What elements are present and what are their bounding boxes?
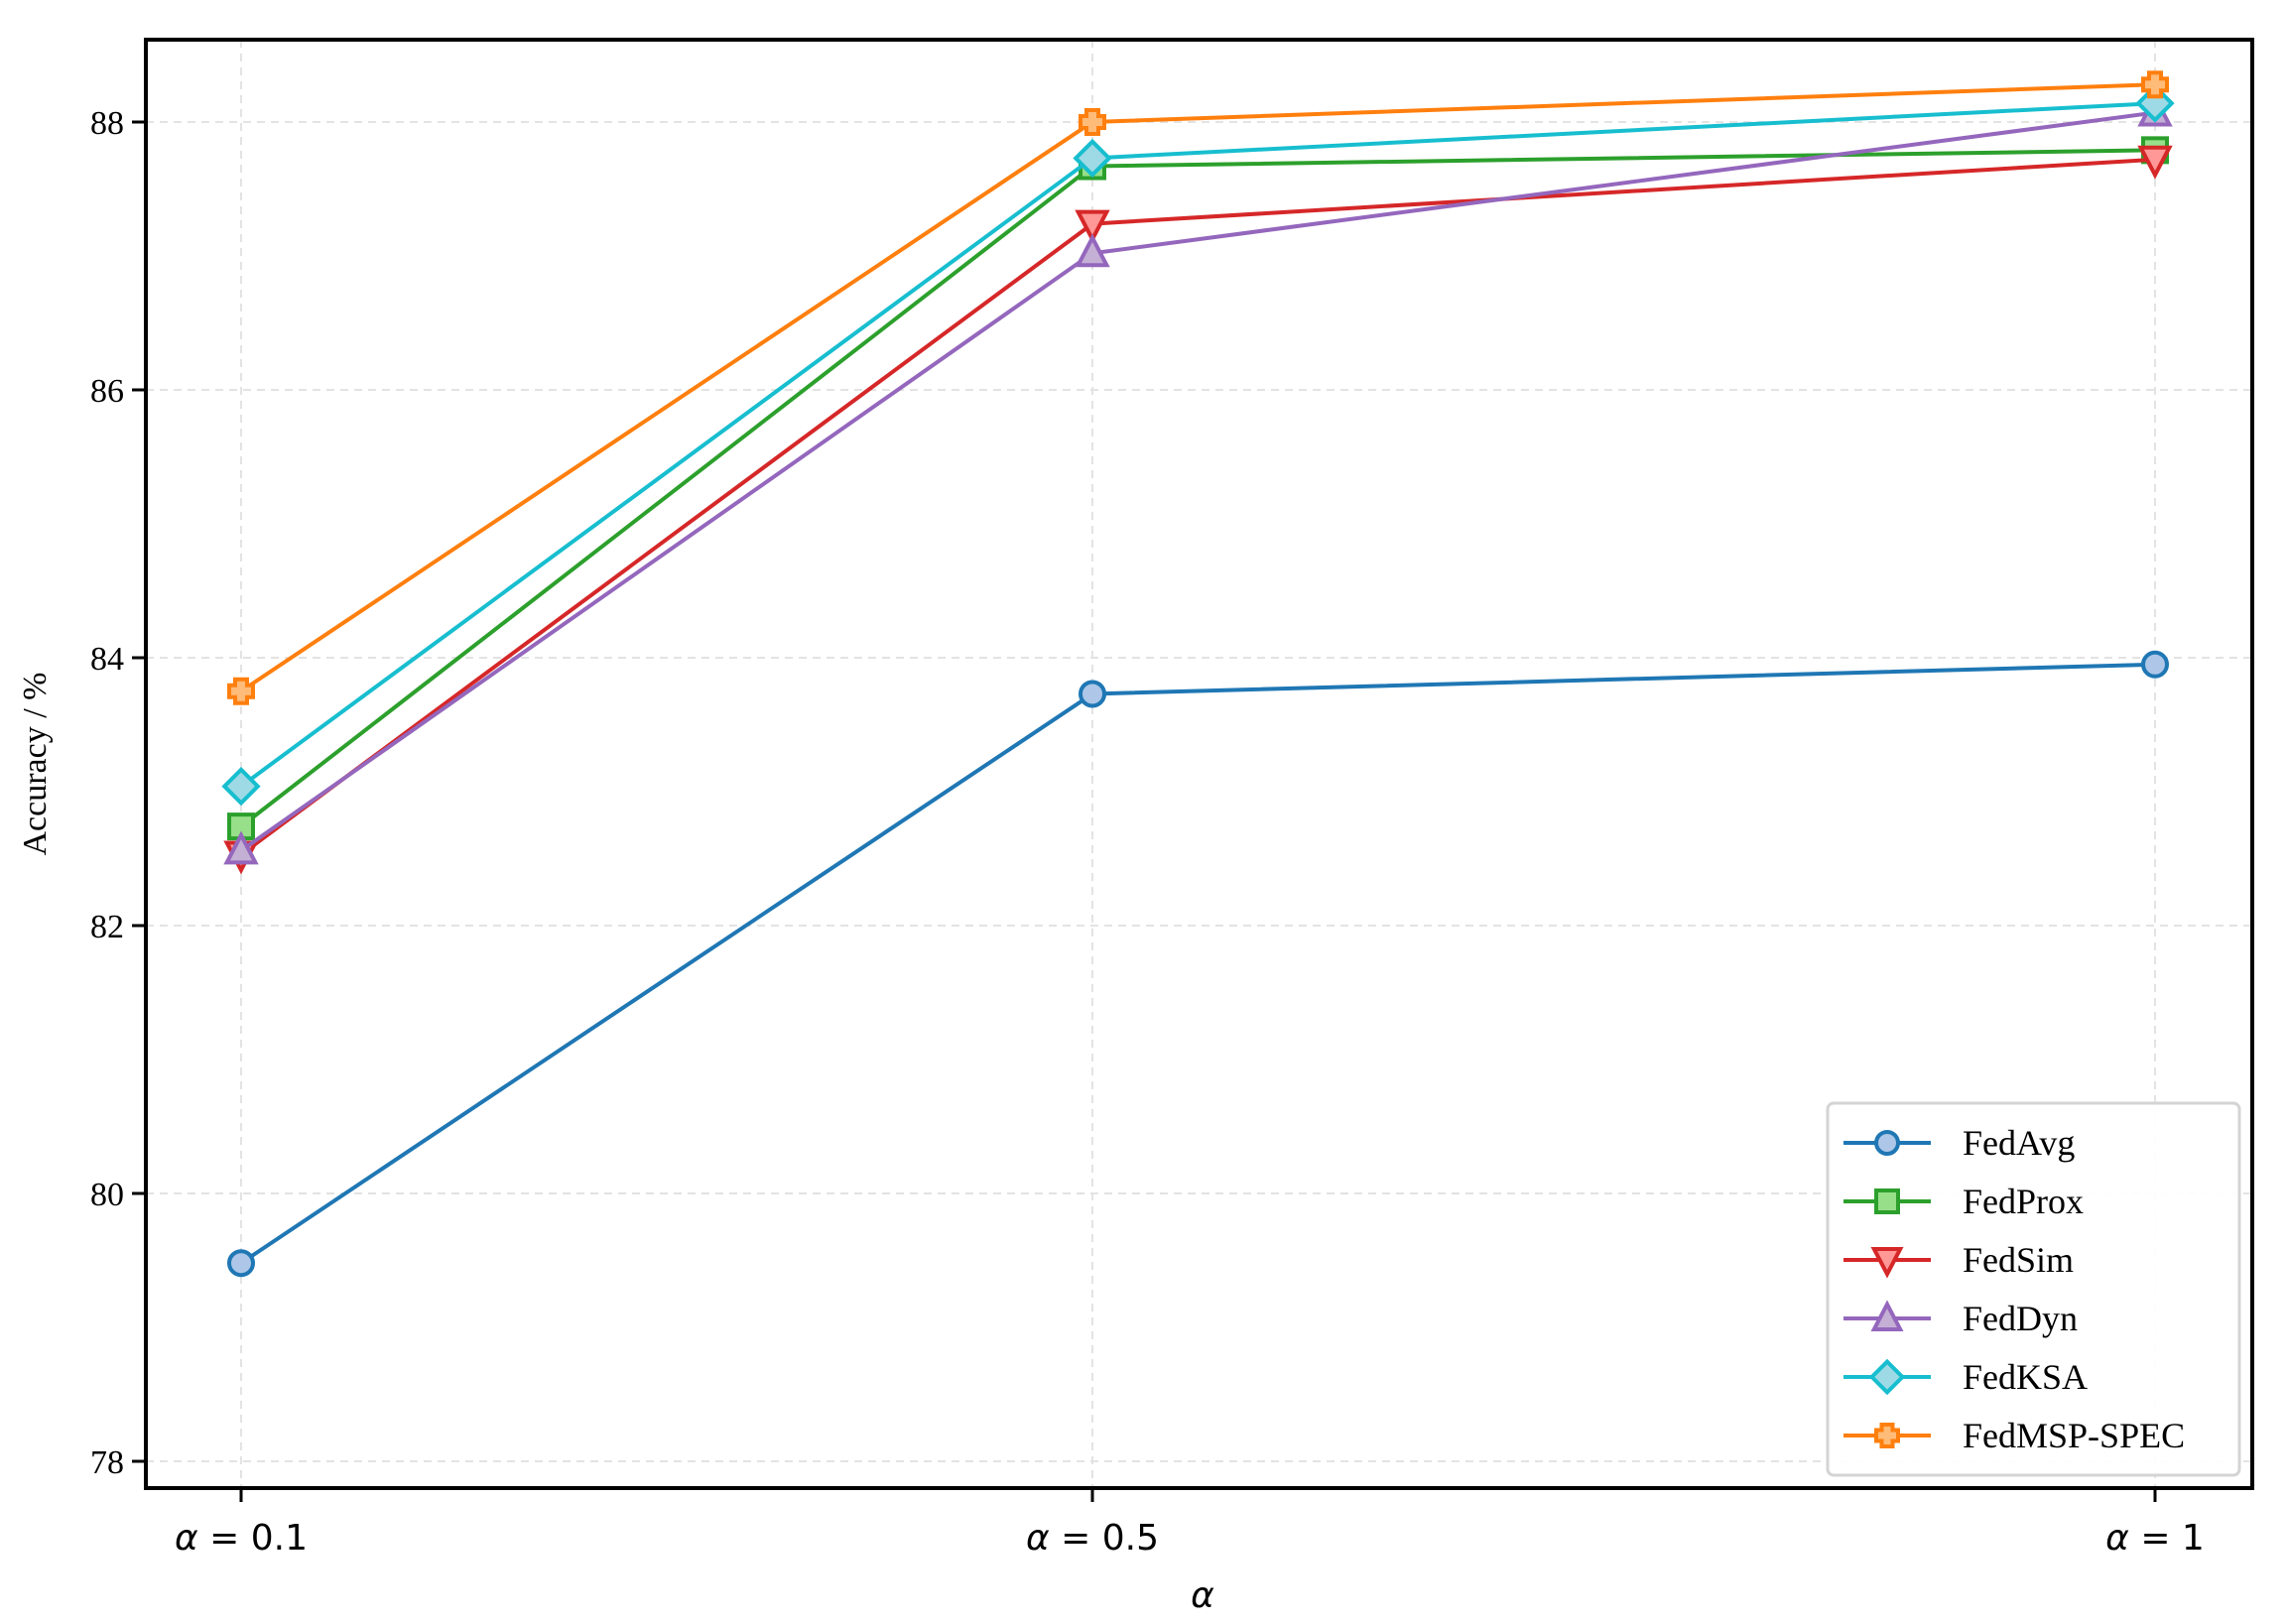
series-line (239, 101, 2156, 789)
circle-marker-icon (1874, 1130, 1900, 1156)
triangle-up-marker-icon (1870, 1300, 1904, 1331)
y-tick-label: 82 (90, 909, 124, 945)
circle-marker-icon (227, 1249, 255, 1278)
diamond-marker-icon (1073, 138, 1112, 179)
plus-marker-icon (1079, 108, 1106, 136)
legend-box (1826, 1101, 2241, 1477)
diamond-marker-icon (221, 766, 261, 807)
plus-marker-icon (2141, 70, 2169, 99)
legend-label: FedProx (1963, 1182, 2084, 1221)
legend-item: FedMSP-SPEC (1843, 1416, 2185, 1455)
y-tick-label: 88 (90, 105, 124, 142)
triangle-up-marker-icon (223, 830, 259, 865)
y-tick-label: 84 (90, 641, 124, 678)
legend-item: FedSim (1843, 1240, 2074, 1280)
series-fedksa (221, 83, 2175, 807)
legend-label: FedKSA (1963, 1357, 2088, 1397)
y-tick-label: 80 (90, 1177, 124, 1213)
x-axis-title: α (1191, 1575, 1214, 1616)
y-axis-ticks: 78 80 82 84 86 88 (90, 105, 146, 1481)
legend-item: FedProx (1843, 1182, 2084, 1221)
series-fedsim (223, 145, 2173, 875)
x-tick-label: α = 0.1 (175, 1518, 308, 1559)
diamond-marker-icon (1868, 1358, 1906, 1396)
series-feddyn (223, 92, 2173, 865)
x-axis-ticks: α = 0.1 α = 0.5 α = 1 (175, 1488, 2205, 1559)
series-fedavg (227, 650, 2169, 1278)
series-fedprox (227, 136, 2169, 841)
legend-item: FedKSA (1843, 1357, 2088, 1397)
series-line (239, 148, 2156, 828)
triangle-down-marker-icon (1075, 209, 1110, 244)
legend-label: FedSim (1963, 1240, 2074, 1280)
plus-marker-icon (1874, 1423, 1900, 1448)
y-tick-label: 86 (90, 373, 124, 410)
triangle-up-marker-icon (1075, 233, 1110, 268)
legend-label: FedMSP-SPEC (1963, 1416, 2185, 1455)
series-fedmsp-spec (227, 70, 2169, 705)
legend-label: FedAvg (1963, 1123, 2075, 1163)
data-series (221, 70, 2175, 1278)
y-axis-title: Accuracy / % (17, 672, 54, 855)
y-tick-label: 78 (90, 1444, 124, 1481)
diamond-marker-icon (2135, 83, 2175, 123)
legend-item: FedDyn (1843, 1299, 2078, 1338)
series-line (239, 110, 2156, 853)
square-marker-icon (1874, 1188, 1900, 1214)
series-line (239, 157, 2156, 857)
x-tick-label: α = 1 (2105, 1518, 2205, 1559)
plot-area-frame (144, 38, 2254, 1490)
circle-marker-icon (2141, 650, 2169, 679)
plus-marker-icon (227, 677, 255, 705)
triangle-down-marker-icon (1870, 1247, 1904, 1279)
triangle-down-marker-icon (2137, 145, 2173, 180)
circle-marker-icon (1079, 680, 1106, 708)
legend: FedAvg FedProx FedSim FedDyn FedKSA FedMSP-SP… (1826, 1101, 2241, 1477)
legend-item: FedAvg (1843, 1123, 2075, 1163)
x-tick-label: α = 0.5 (1026, 1518, 1159, 1559)
legend-label: FedDyn (1963, 1299, 2078, 1338)
